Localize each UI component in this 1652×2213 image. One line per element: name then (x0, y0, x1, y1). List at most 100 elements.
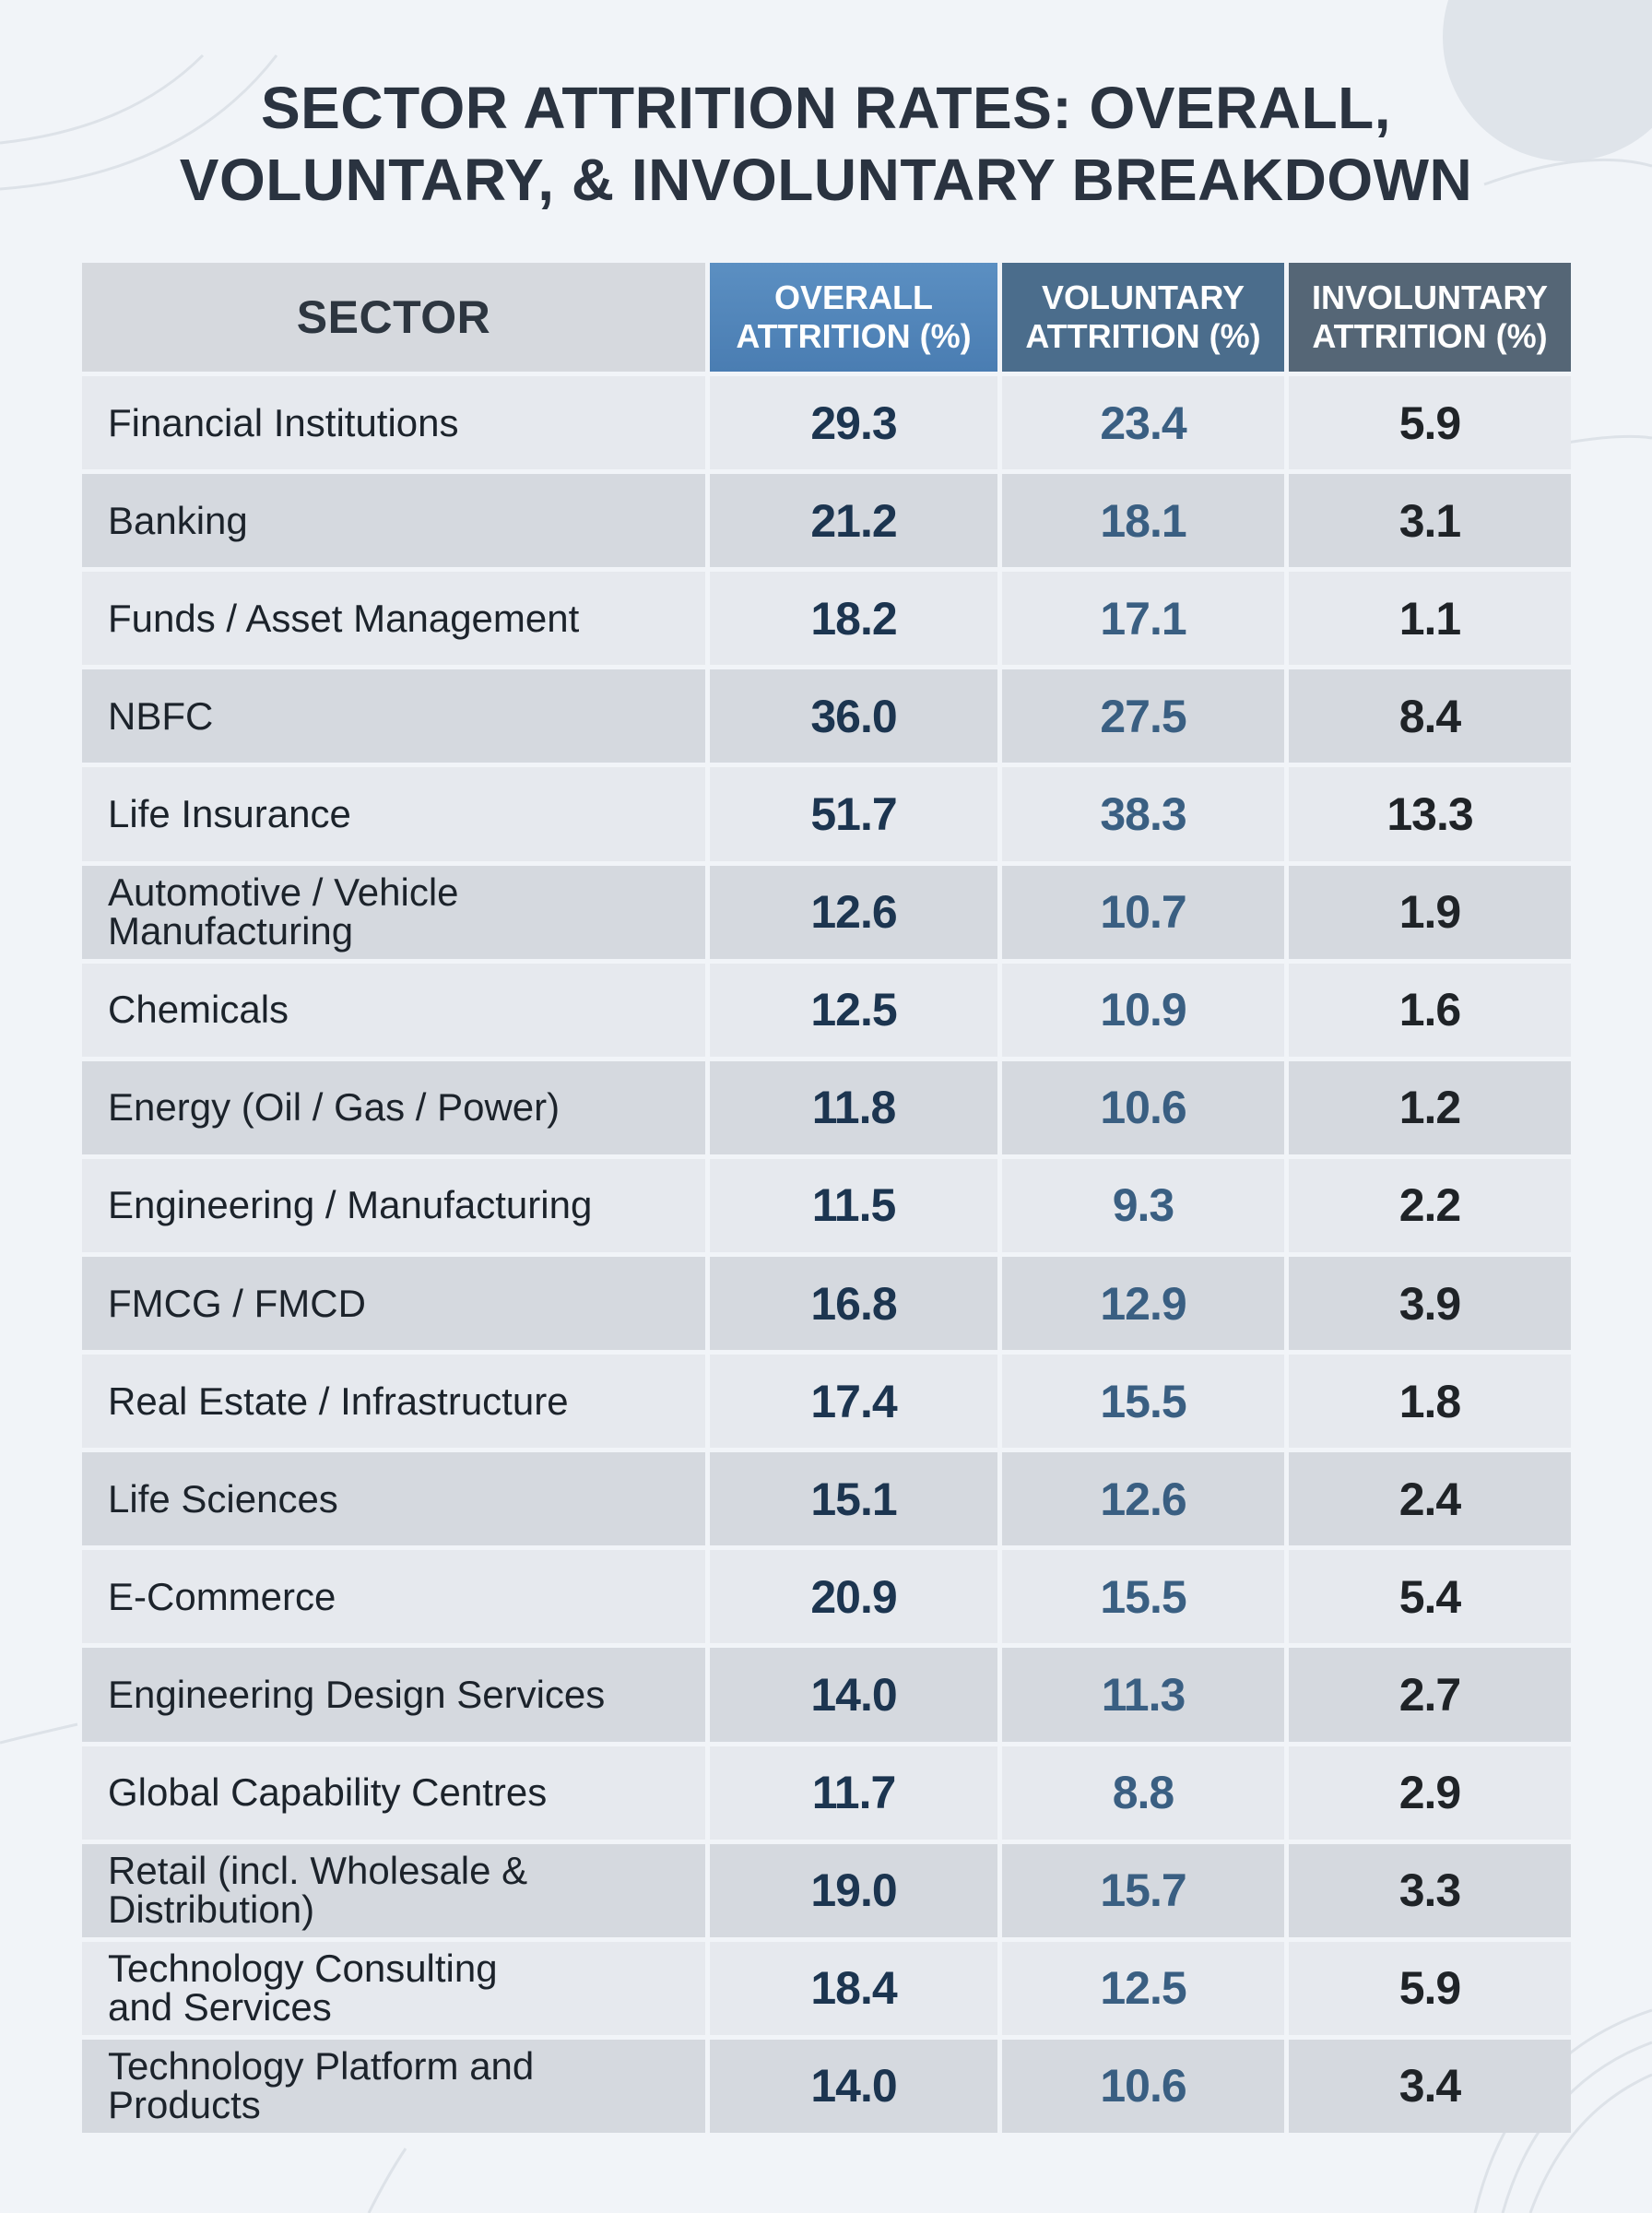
sector-name-line: Global Capability Centres (108, 1770, 548, 1815)
voluntary-attrition-cell: 11.3 (1002, 1648, 1284, 1742)
involuntary-attrition-cell: 2.4 (1289, 1452, 1571, 1546)
sector-cell: Engineering Design Services (82, 1648, 705, 1742)
sector-name-line: FMCG / FMCD (108, 1281, 366, 1325)
overall-attrition-cell: 18.2 (710, 572, 997, 666)
overall-attrition-cell: 36.0 (710, 669, 997, 763)
voluntary-attrition-cell: 10.9 (1002, 963, 1284, 1057)
overall-attrition-cell: 17.4 (710, 1355, 997, 1449)
involuntary-attrition-cell: 5.9 (1289, 1941, 1571, 2035)
voluntary-attrition-cell: 12.9 (1002, 1256, 1284, 1351)
page-title-line-1: SECTOR ATTRITION RATES: OVERALL, (260, 75, 1392, 141)
involuntary-attrition-cell: 3.1 (1289, 474, 1571, 568)
sector-name-line: Life Insurance (108, 791, 351, 835)
involuntary-attrition-cell: 3.4 (1289, 2039, 1571, 2133)
sector-cell: Engineering / Manufacturing (82, 1158, 705, 1252)
table-row: Engineering Design Services 14.0 11.3 2.7 (82, 1648, 1571, 1742)
table-row: Retail (incl. Wholesale & Distribution) 19… (82, 1843, 1571, 1937)
involuntary-attrition-cell: 2.7 (1289, 1648, 1571, 1742)
table-row: Chemicals 12.5 10.9 1.6 (82, 963, 1571, 1057)
sector-name-line: Engineering Design Services (108, 1672, 606, 1716)
header-voluntary-attrition: VOLUNTARY ATTRITION (%) (1002, 263, 1284, 372)
voluntary-attrition-cell: 8.8 (1002, 1746, 1284, 1840)
involuntary-attrition-cell: 13.3 (1289, 767, 1571, 861)
sector-cell: Retail (incl. Wholesale & Distribution) (82, 1843, 705, 1937)
table-row: E-Commerce 20.9 15.5 5.4 (82, 1550, 1571, 1644)
overall-attrition-cell: 15.1 (710, 1452, 997, 1546)
sector-name-line: Manufacturing (108, 909, 354, 953)
sector-name-line: Funds / Asset Management (108, 596, 580, 640)
involuntary-attrition-cell: 2.9 (1289, 1746, 1571, 1840)
sector-cell: Financial Institutions (82, 376, 705, 470)
sector-name-line: Technology Consulting (108, 1947, 498, 1991)
involuntary-attrition-cell: 3.9 (1289, 1256, 1571, 1351)
sector-name-line: Financial Institutions (108, 400, 459, 444)
voluntary-attrition-cell: 12.6 (1002, 1452, 1284, 1546)
sector-cell: Real Estate / Infrastructure (82, 1355, 705, 1449)
sector-cell: Automotive / Vehicle Manufacturing (82, 865, 705, 959)
sector-name-line: Real Estate / Infrastructure (108, 1379, 569, 1423)
voluntary-attrition-cell: 17.1 (1002, 572, 1284, 666)
voluntary-attrition-cell: 15.7 (1002, 1843, 1284, 1937)
overall-attrition-cell: 18.4 (710, 1941, 997, 2035)
header-overall-line-1: OVERALL (773, 278, 933, 316)
sector-name-line: NBFC (108, 693, 214, 738)
sector-cell: Technology Platform and Products (82, 2039, 705, 2133)
header-overall-attrition: OVERALL ATTRITION (%) (710, 263, 997, 372)
header-voluntary-line-1: VOLUNTARY (1042, 278, 1245, 316)
involuntary-attrition-cell: 1.2 (1289, 1060, 1571, 1154)
header-sector: SECTOR (82, 263, 705, 372)
involuntary-attrition-cell: 3.3 (1289, 1843, 1571, 1937)
table-row: Life Sciences 15.1 12.6 2.4 (82, 1452, 1571, 1546)
sector-name-line: and Services (108, 1985, 332, 2030)
voluntary-attrition-cell: 9.3 (1002, 1158, 1284, 1252)
voluntary-attrition-cell: 23.4 (1002, 376, 1284, 470)
table-row: Technology Consulting and Services 18.4 12.… (82, 1941, 1571, 2035)
voluntary-attrition-cell: 15.5 (1002, 1355, 1284, 1449)
involuntary-attrition-cell: 2.2 (1289, 1158, 1571, 1252)
overall-attrition-cell: 14.0 (710, 2039, 997, 2133)
voluntary-attrition-cell: 10.6 (1002, 1060, 1284, 1154)
header-voluntary-line-2: ATTRITION (%) (1025, 317, 1261, 355)
overall-attrition-cell: 14.0 (710, 1648, 997, 1742)
table-row: Real Estate / Infrastructure 17.4 15.5 1.8 (82, 1355, 1571, 1449)
sector-name-line: Retail (incl. Wholesale & (108, 1849, 528, 1893)
page-title: SECTOR ATTRITION RATES: OVERALL, VOLUNTA… (0, 72, 1652, 216)
involuntary-attrition-cell: 5.9 (1289, 376, 1571, 470)
page-title-line-2: VOLUNTARY, & INVOLUNTARY BREAKDOWN (179, 147, 1473, 213)
involuntary-attrition-cell: 1.1 (1289, 572, 1571, 666)
involuntary-attrition-cell: 1.6 (1289, 963, 1571, 1057)
sector-name-line: Life Sciences (108, 1476, 338, 1521)
overall-attrition-cell: 16.8 (710, 1256, 997, 1351)
table-row: Funds / Asset Management 18.2 17.1 1.1 (82, 572, 1571, 666)
overall-attrition-cell: 19.0 (710, 1843, 997, 1937)
voluntary-attrition-cell: 12.5 (1002, 1941, 1284, 2035)
table-header-row: SECTOR OVERALL ATTRITION (%) VOLUNTARY A… (82, 263, 1571, 372)
table-row: Financial Institutions 29.3 23.4 5.9 (82, 376, 1571, 470)
sector-name-line: Distribution) (108, 1888, 315, 1932)
table-row: FMCG / FMCD 16.8 12.9 3.9 (82, 1256, 1571, 1351)
sector-name-line: Products (108, 2083, 261, 2127)
involuntary-attrition-cell: 1.8 (1289, 1355, 1571, 1449)
overall-attrition-cell: 29.3 (710, 376, 997, 470)
table-body: Financial Institutions 29.3 23.4 5.9 Banking… (82, 376, 1571, 2133)
involuntary-attrition-cell: 5.4 (1289, 1550, 1571, 1644)
sector-name-line: Energy (Oil / Gas / Power) (108, 1085, 560, 1130)
voluntary-attrition-cell: 38.3 (1002, 767, 1284, 861)
overall-attrition-cell: 51.7 (710, 767, 997, 861)
sector-cell: Technology Consulting and Services (82, 1941, 705, 2035)
overall-attrition-cell: 11.5 (710, 1158, 997, 1252)
sector-cell: Chemicals (82, 963, 705, 1057)
sector-cell: NBFC (82, 669, 705, 763)
overall-attrition-cell: 11.8 (710, 1060, 997, 1154)
sector-cell: FMCG / FMCD (82, 1256, 705, 1351)
sector-name-line: Engineering / Manufacturing (108, 1183, 593, 1227)
sector-cell: Life Insurance (82, 767, 705, 861)
sector-name-line: Chemicals (108, 988, 289, 1032)
attrition-table: SECTOR OVERALL ATTRITION (%) VOLUNTARY A… (77, 258, 1575, 2137)
involuntary-attrition-cell: 1.9 (1289, 865, 1571, 959)
sector-cell: E-Commerce (82, 1550, 705, 1644)
header-overall-line-2: ATTRITION (%) (736, 317, 972, 355)
table-row: Life Insurance 51.7 38.3 13.3 (82, 767, 1571, 861)
voluntary-attrition-cell: 10.7 (1002, 865, 1284, 959)
overall-attrition-cell: 11.7 (710, 1746, 997, 1840)
